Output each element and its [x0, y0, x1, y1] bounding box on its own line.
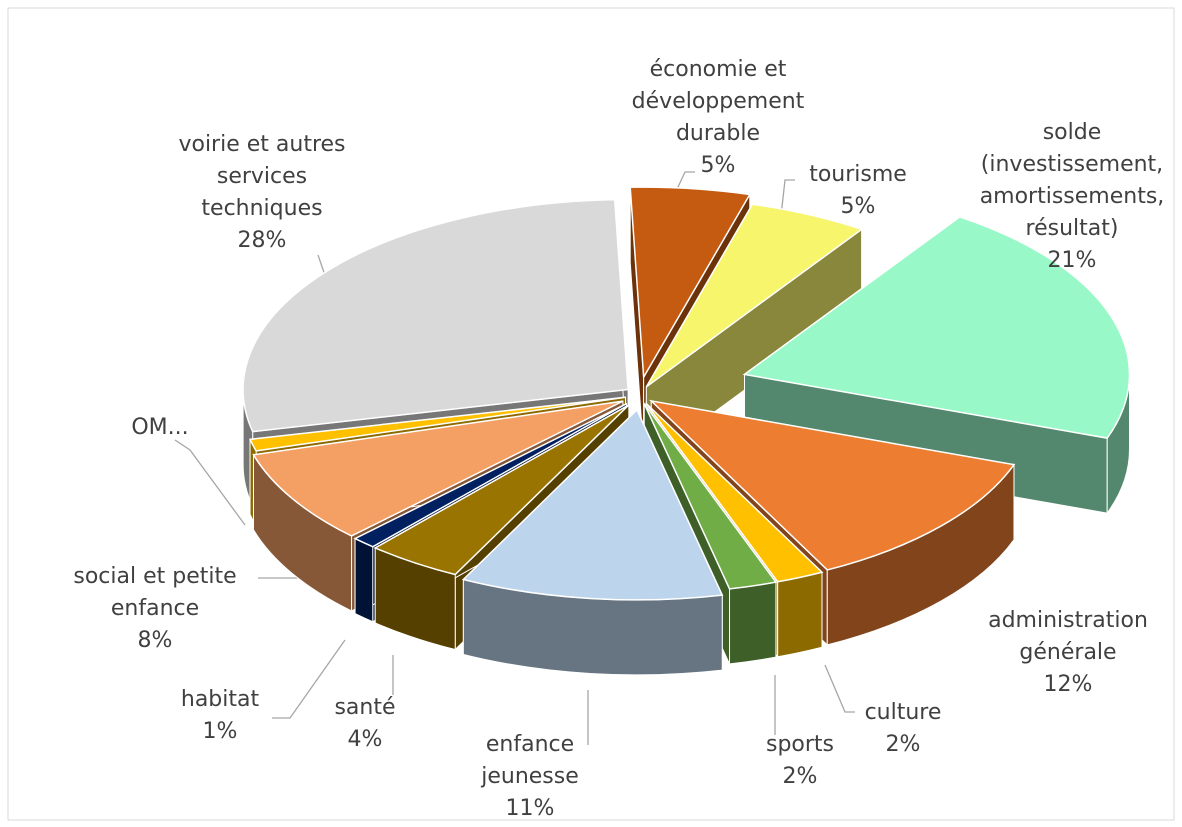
value-label: 8% [138, 628, 173, 653]
slice [242, 198, 629, 433]
label-line: sports [766, 732, 834, 757]
data-label: santé [334, 695, 395, 720]
value-label: 5% [841, 194, 876, 219]
leader-line [272, 639, 346, 719]
outer-wall [777, 571, 823, 658]
label-line: culture [865, 700, 942, 725]
data-label: habitat [181, 687, 260, 712]
label-line: voirie et autres [178, 132, 345, 157]
slice [373, 404, 630, 576]
label-line: tourisme [809, 162, 907, 187]
outer-wall [354, 537, 374, 623]
leader-line [824, 664, 855, 713]
data-label: enfance jeunesse [480, 732, 579, 789]
outer-wall [729, 581, 777, 665]
label-line: solde [1043, 120, 1102, 145]
label-line: administration [988, 608, 1148, 633]
leader-line [174, 439, 246, 526]
value-label: 12% [1044, 672, 1093, 697]
label-line: services [217, 164, 307, 189]
value-label: 2% [783, 764, 818, 789]
value-label: 11% [506, 796, 555, 821]
slice [645, 203, 864, 388]
label-line: amortissements, [980, 184, 1165, 209]
label-line: générale [1019, 640, 1116, 665]
data-label: économie et développement durable [632, 57, 805, 146]
label-line: techniques [201, 196, 322, 221]
label-line: social et petite [73, 564, 236, 589]
label-line: enfance [111, 596, 199, 621]
label-line: (investissement, [981, 152, 1163, 177]
label-line: économie et [650, 57, 787, 82]
data-label: solde (investissement, amortissements, résu… [980, 120, 1165, 241]
slice [252, 400, 624, 537]
data-label: tourisme [809, 162, 907, 187]
label-line: durable [676, 121, 760, 146]
value-label: 4% [348, 727, 383, 752]
value-label: 1% [203, 719, 238, 744]
value-label: 28% [238, 228, 287, 253]
label-line: résultat) [1026, 216, 1119, 241]
slice [629, 186, 751, 380]
data-label: administration générale [988, 608, 1148, 665]
label-line: développement [632, 89, 805, 114]
data-label: social et petite enfance [73, 564, 236, 621]
slice [643, 403, 778, 590]
slice [742, 216, 1131, 439]
slice [461, 408, 724, 601]
chart-frame [7, 7, 1175, 821]
label-line: OM... [131, 415, 188, 440]
label-line: enfance [486, 732, 574, 757]
slice [353, 403, 627, 548]
label-line: habitat [181, 687, 260, 712]
slice [648, 399, 1016, 571]
data-label: OM... [131, 415, 188, 440]
data-label: voirie et autres services techniques [178, 132, 345, 221]
data-label: sports [766, 732, 834, 757]
label-line: santé [334, 695, 395, 720]
slice [248, 396, 626, 452]
value-label: 21% [1048, 248, 1097, 273]
value-label: 2% [886, 732, 921, 757]
labels: économie et développement durable 5% tourism… [73, 57, 1164, 821]
slice [645, 402, 824, 583]
value-label: 5% [701, 153, 736, 178]
label-line: jeunesse [480, 764, 579, 789]
data-label: culture [865, 700, 942, 725]
pie [242, 186, 1131, 676]
